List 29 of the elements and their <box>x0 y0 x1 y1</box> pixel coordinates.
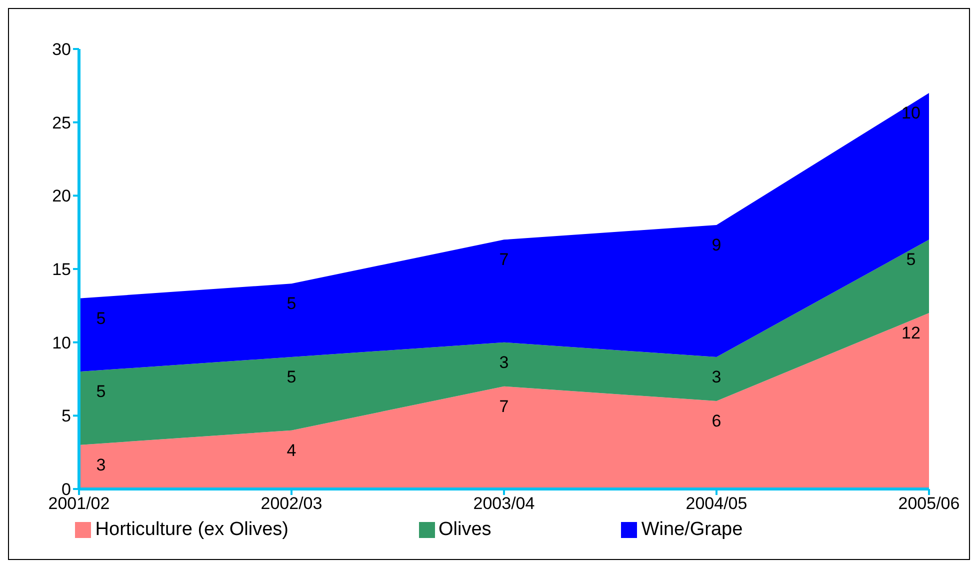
data-label: 7 <box>499 250 509 270</box>
y-tick-label: 30 <box>52 40 71 60</box>
data-label: 3 <box>712 368 722 386</box>
y-tick-label: 25 <box>52 113 71 132</box>
data-label: 5 <box>286 368 296 386</box>
legend-label: Horticulture (ex Olives) <box>95 519 289 540</box>
data-label: 4 <box>286 440 296 460</box>
legend-label: Olives <box>438 519 492 540</box>
y-tick-label: 10 <box>52 333 71 352</box>
x-tick-label: 2002/03 <box>260 494 322 514</box>
data-label: 12 <box>902 324 920 342</box>
data-label: 5 <box>96 308 106 328</box>
data-label: 3 <box>499 352 509 372</box>
legend-label: Wine/Grape <box>641 519 743 540</box>
x-tick-label: 2004/05 <box>686 494 748 514</box>
y-tick-label: 20 <box>52 186 71 206</box>
y-tick-label: 15 <box>52 260 71 280</box>
data-label: 9 <box>712 236 722 254</box>
data-label: 7 <box>499 396 509 416</box>
x-tick-label: 2003/04 <box>473 494 535 514</box>
data-label: 5 <box>96 382 106 402</box>
x-tick-label: 2005/06 <box>898 494 960 514</box>
y-tick-label: 5 <box>62 406 71 426</box>
data-label: 3 <box>96 456 106 474</box>
data-label: 6 <box>712 412 722 430</box>
data-label: 5 <box>286 294 296 314</box>
data-label: 5 <box>906 250 916 270</box>
x-tick-label: 2001/02 <box>48 494 110 514</box>
data-label: 10 <box>902 104 920 122</box>
